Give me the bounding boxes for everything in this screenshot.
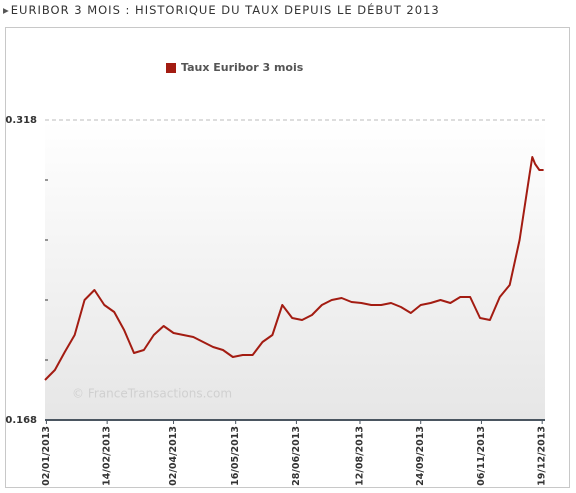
x-tick-label: 06/11/2013 <box>476 426 487 486</box>
x-tick-label: 24/09/2013 <box>415 426 426 486</box>
line-series <box>44 156 544 381</box>
x-tick-label: 02/04/2013 <box>168 426 179 486</box>
x-tick-label: 19/12/2013 <box>537 426 548 486</box>
y-tick-label: 0.168 <box>5 415 37 426</box>
x-tick-label: 16/05/2013 <box>230 426 241 486</box>
watermark: © FranceTransactions.com <box>72 387 232 401</box>
x-tick-label: 14/02/2013 <box>102 426 113 486</box>
x-tick-label: 12/08/2013 <box>354 426 365 486</box>
x-tick-label: 02/01/2013 <box>41 426 52 486</box>
x-tick-label: 28/06/2013 <box>291 426 302 486</box>
legend-label: Taux Euribor 3 mois <box>181 61 304 74</box>
legend-swatch <box>166 63 176 73</box>
chart-title: EURIBOR 3 MOIS : HISTORIQUE DU TAUX DEPU… <box>3 3 440 17</box>
plot-area <box>45 120 545 420</box>
y-tick-label: 0.318 <box>5 115 37 126</box>
